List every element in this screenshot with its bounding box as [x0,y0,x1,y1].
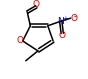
Text: O: O [16,36,23,46]
Text: O: O [59,31,66,40]
Text: -: - [73,13,76,22]
Text: +: + [62,16,68,22]
Text: O: O [71,14,78,23]
Text: O: O [33,0,40,9]
Text: N: N [57,17,64,26]
